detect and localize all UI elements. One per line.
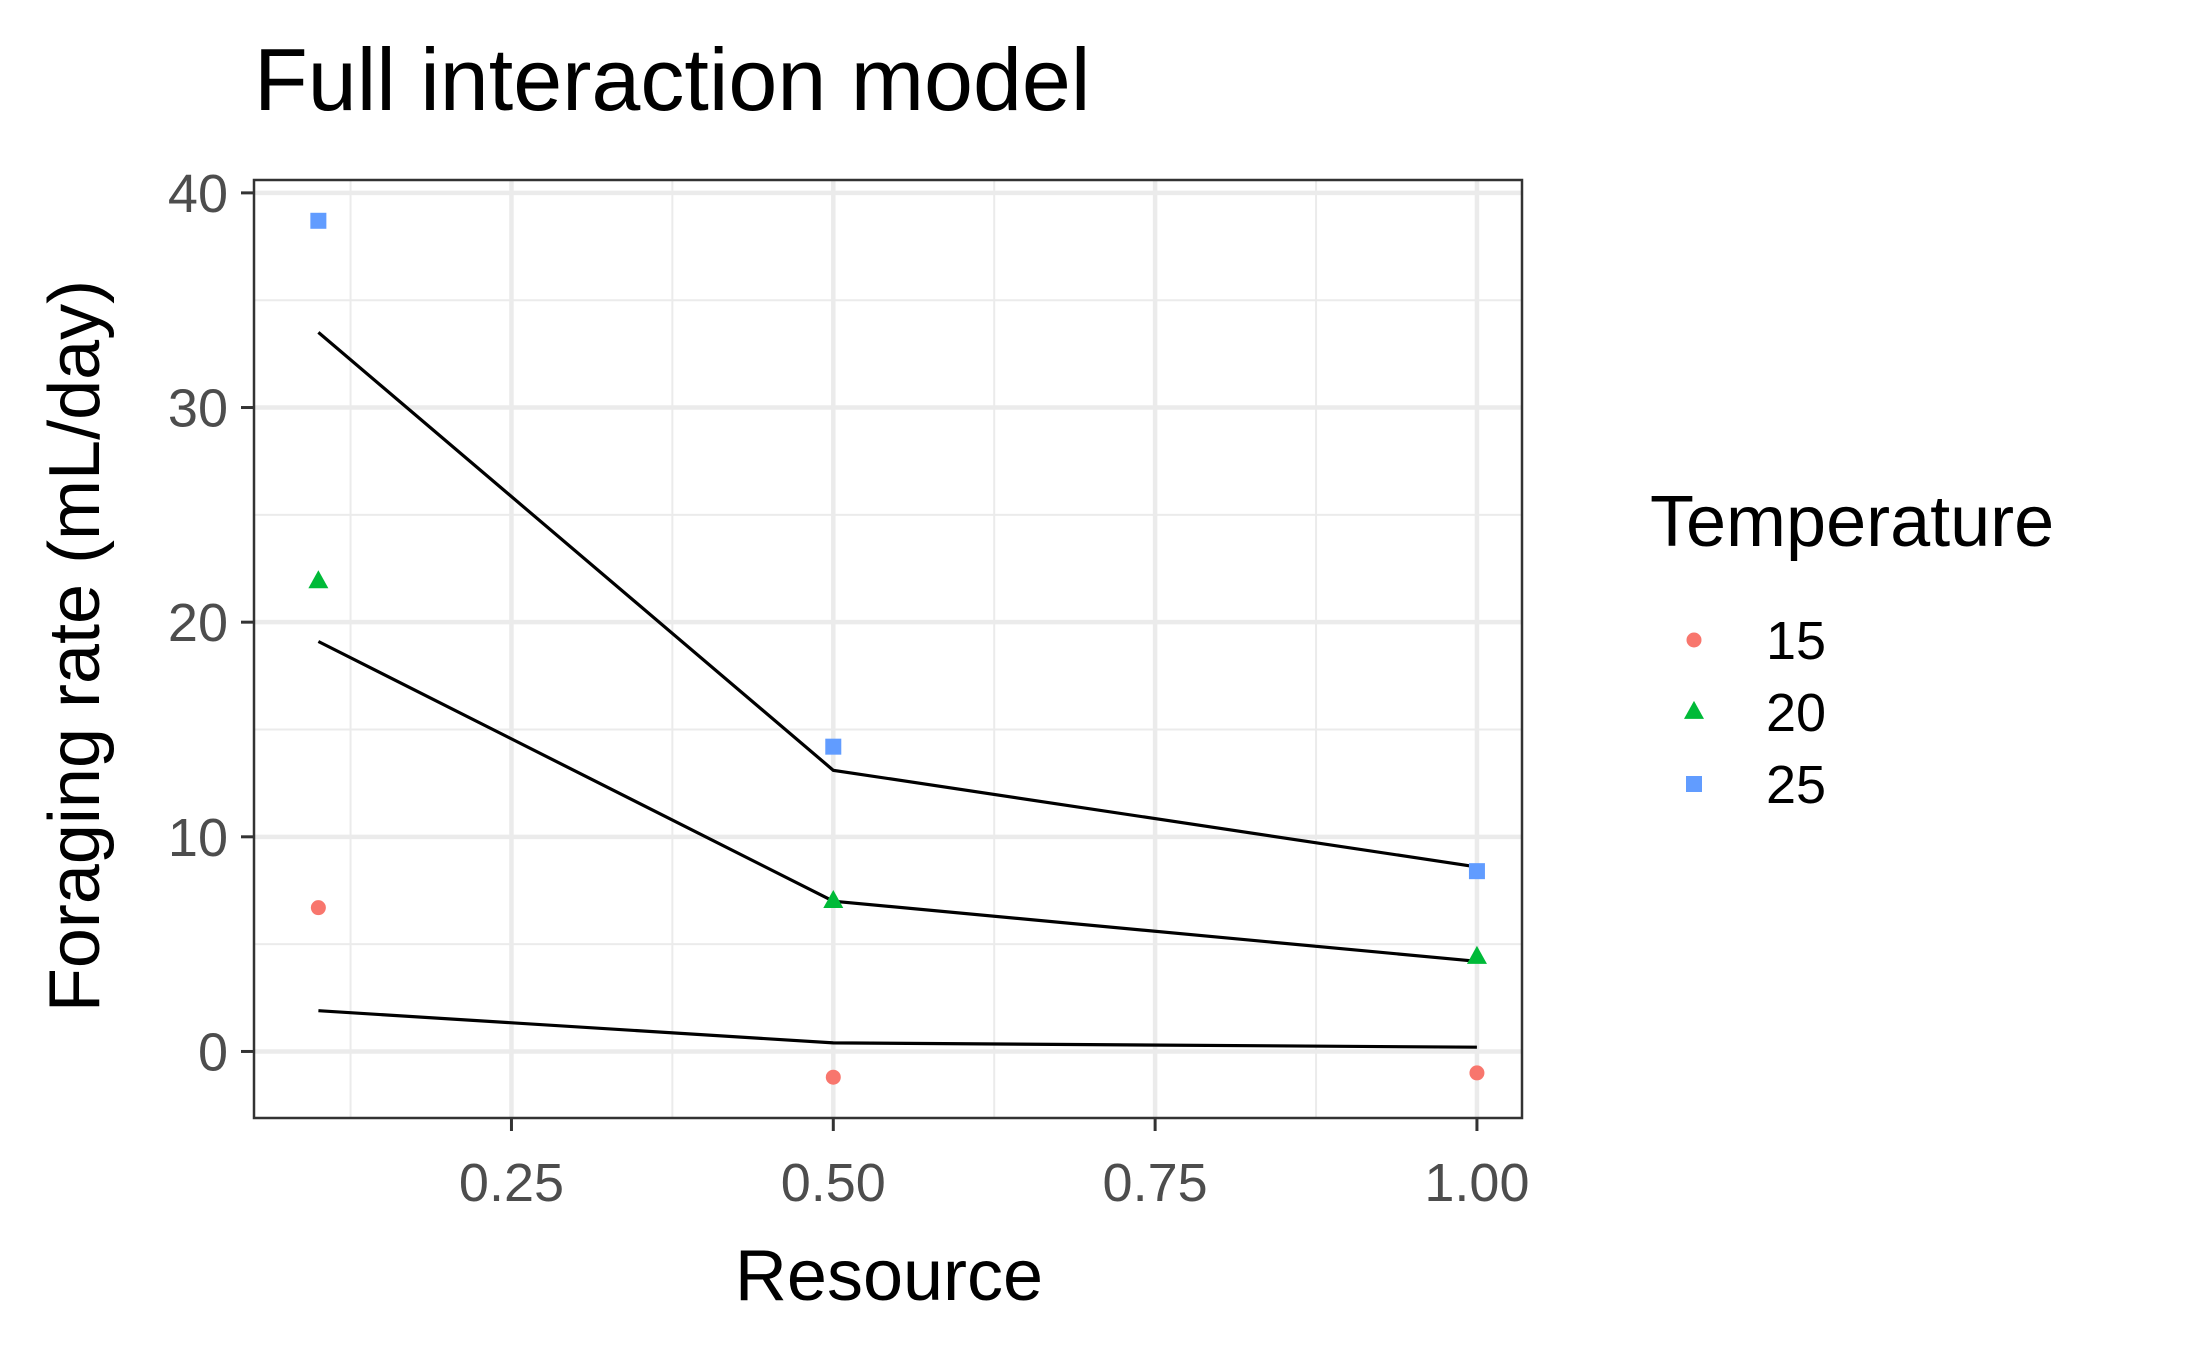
x-tick-label: 0.50 <box>781 1153 886 1213</box>
x-tick-label: 1.00 <box>1424 1153 1529 1213</box>
x-tick-label: 0.75 <box>1103 1153 1208 1213</box>
legend-key-15 <box>1686 632 1702 648</box>
data-point-20 <box>1466 945 1487 964</box>
fit-line-15 <box>318 1009 1477 1049</box>
y-tick-label: 30 <box>168 379 228 439</box>
legend-key-20 <box>1684 700 1704 719</box>
legend-label-25: 25 <box>1766 755 1826 815</box>
y-tick-label: 0 <box>198 1022 228 1082</box>
grid <box>254 180 1522 1118</box>
legend-title: Temperature <box>1650 482 2054 562</box>
data-points <box>308 212 1487 1085</box>
data-point-25 <box>310 212 327 229</box>
y-tick-label: 40 <box>168 164 228 224</box>
y-tick-label: 20 <box>168 593 228 653</box>
legend-label-15: 15 <box>1766 611 1826 671</box>
data-point-15 <box>1469 1065 1485 1081</box>
data-point-15 <box>310 900 326 916</box>
panel-border <box>252 178 1524 1120</box>
legend: Temperature 15 20 25 <box>1650 482 2054 815</box>
fit-line-25 <box>317 331 1478 869</box>
data-point-20 <box>308 570 329 589</box>
chart-title: Full interaction model <box>254 30 1090 129</box>
x-tick-label: 0.25 <box>459 1153 564 1213</box>
data-point-15 <box>825 1069 841 1085</box>
x-axis-title: Resource <box>735 1236 1043 1316</box>
data-point-20 <box>823 890 844 909</box>
data-point-25 <box>1468 863 1485 880</box>
data-point-25 <box>825 738 842 755</box>
axes: 0.25 0.50 0.75 1.00 0 10 20 30 40 <box>168 164 1530 1213</box>
y-tick-label: 10 <box>168 808 228 868</box>
legend-key-25 <box>1686 776 1702 792</box>
legend-label-20: 20 <box>1766 683 1826 743</box>
y-axis-title: Foraging rate (mL/day) <box>35 280 115 1012</box>
